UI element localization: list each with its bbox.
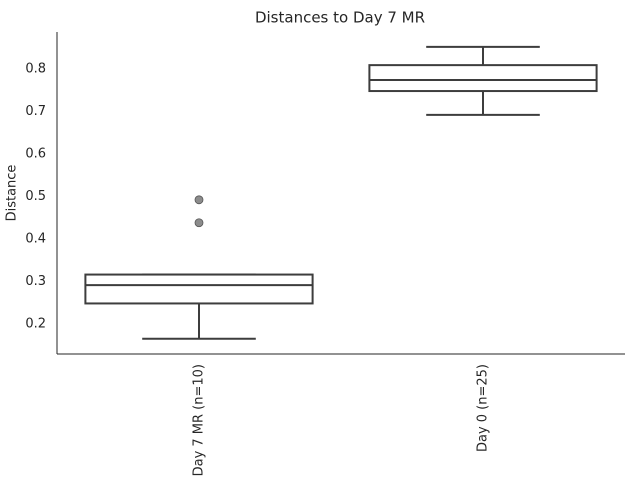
y-axis-label: Distance [5,165,20,222]
outlier [194,195,204,205]
y-tick-label: 0.3 [25,274,46,289]
x-tick-label: Day 0 (n=25) [476,364,491,452]
y-tick-label: 0.8 [25,61,46,76]
y-tick-label: 0.5 [25,189,46,204]
y-tick-label: 0.7 [25,104,46,119]
y-tick-label: 0.4 [25,231,46,246]
y-tick-label: 0.2 [25,316,46,331]
x-tick-label: Day 7 MR (n=10) [192,364,207,476]
box [368,64,598,93]
chart-title: Distances to Day 7 MR [255,9,425,27]
y-tick-label: 0.6 [25,146,46,161]
outlier [194,218,204,228]
box [84,273,314,305]
